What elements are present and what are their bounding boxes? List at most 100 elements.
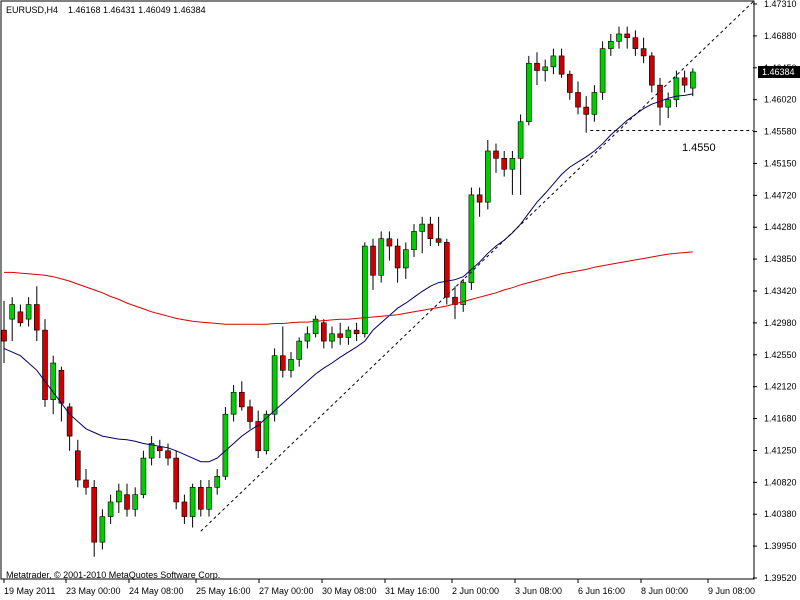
candle bbox=[509, 150, 516, 195]
candle bbox=[673, 70, 680, 108]
candle bbox=[206, 480, 212, 517]
candle bbox=[616, 26, 622, 49]
candle-body bbox=[468, 194, 475, 283]
price-tick-label: 1.42120 bbox=[764, 382, 797, 392]
candle bbox=[640, 37, 647, 64]
candle bbox=[599, 41, 606, 100]
candle-body bbox=[107, 501, 114, 517]
candle bbox=[583, 96, 590, 133]
price-tick-label: 1.43850 bbox=[764, 254, 797, 264]
candle bbox=[460, 278, 467, 312]
candle-body bbox=[345, 329, 352, 338]
time-tick-label: 23 May 00:00 bbox=[66, 586, 121, 596]
candle-body bbox=[452, 296, 458, 305]
candle bbox=[607, 33, 614, 56]
candle-body bbox=[583, 106, 590, 115]
candle-body bbox=[198, 487, 204, 510]
candle bbox=[25, 297, 32, 327]
candle bbox=[353, 322, 360, 342]
candle-body bbox=[9, 304, 15, 320]
candle bbox=[304, 326, 311, 349]
candle-body bbox=[230, 391, 237, 415]
candle-body bbox=[337, 333, 344, 338]
candle bbox=[411, 224, 417, 257]
candle-body bbox=[566, 73, 573, 93]
candle bbox=[378, 231, 385, 283]
candle bbox=[534, 52, 540, 86]
candle-body bbox=[312, 318, 319, 335]
candle-body bbox=[58, 370, 65, 404]
candle bbox=[198, 480, 204, 517]
candle-body bbox=[386, 238, 393, 247]
candle bbox=[566, 70, 573, 100]
candle bbox=[484, 140, 491, 210]
candle bbox=[320, 319, 327, 349]
candle bbox=[575, 81, 581, 115]
price-tick-label: 1.45150 bbox=[764, 158, 797, 168]
candle-body bbox=[665, 99, 672, 108]
candle bbox=[124, 483, 130, 517]
candle bbox=[9, 297, 15, 342]
candle bbox=[329, 326, 335, 349]
candle bbox=[83, 469, 89, 495]
candle bbox=[230, 384, 237, 422]
price-tick-label: 1.44720 bbox=[764, 190, 797, 200]
time-tick-label: 3 Jun 08:00 bbox=[515, 586, 562, 596]
current-price-box bbox=[758, 66, 800, 78]
candle bbox=[648, 52, 655, 93]
current-price-marker: 1.46384 bbox=[758, 66, 800, 78]
candle bbox=[681, 70, 688, 93]
candle-body bbox=[181, 501, 188, 517]
candle bbox=[493, 143, 499, 173]
time-axis: 19 May 2011 23 May 00:00 24 May 08:00 25 Ma… bbox=[3, 579, 755, 596]
price-tick-label: 1.46020 bbox=[764, 95, 797, 105]
price-tick-label: 1.42980 bbox=[764, 318, 797, 328]
candle-body bbox=[427, 223, 434, 240]
candle-body bbox=[632, 37, 639, 49]
uptrend-line bbox=[200, 0, 755, 532]
candle bbox=[452, 286, 458, 320]
candle bbox=[632, 30, 639, 56]
candle bbox=[402, 242, 409, 279]
price-tick-label: 1.47310 bbox=[764, 0, 797, 9]
fast-moving-average-line bbox=[3, 93, 693, 463]
candle-body bbox=[66, 406, 73, 437]
candle bbox=[157, 439, 163, 459]
candle-body bbox=[189, 487, 196, 517]
candle bbox=[255, 410, 261, 459]
candle-body bbox=[33, 304, 40, 331]
candle-body bbox=[247, 406, 253, 422]
price-tick-label: 1.46880 bbox=[764, 31, 797, 41]
candle-body bbox=[517, 121, 524, 159]
candle-body bbox=[116, 490, 122, 503]
candle bbox=[419, 216, 426, 254]
candle-body bbox=[304, 333, 311, 342]
candle-body bbox=[1, 329, 7, 342]
indicator-layer bbox=[3, 0, 755, 532]
candle bbox=[288, 352, 294, 378]
candle-body bbox=[91, 487, 97, 543]
candle-body bbox=[402, 249, 409, 269]
candle-body bbox=[75, 450, 81, 481]
candle-body bbox=[206, 487, 212, 510]
candles-layer bbox=[1, 26, 696, 557]
price-tick-label: 1.40380 bbox=[764, 509, 797, 519]
candle bbox=[337, 322, 344, 345]
candle-body bbox=[575, 92, 581, 108]
time-tick-label: 8 Jun 00:00 bbox=[641, 586, 688, 596]
candle bbox=[66, 403, 73, 451]
price-tick-label: 1.41680 bbox=[764, 414, 797, 424]
candle-body bbox=[132, 494, 138, 510]
candle-body bbox=[525, 62, 532, 123]
candle-body bbox=[157, 446, 163, 452]
candle bbox=[247, 399, 253, 429]
candle-body bbox=[296, 340, 303, 360]
candle bbox=[394, 238, 401, 283]
candle-body bbox=[689, 71, 696, 89]
candle bbox=[279, 326, 286, 378]
candle bbox=[140, 450, 147, 499]
candle bbox=[542, 59, 549, 82]
candle-body bbox=[99, 516, 106, 543]
candle bbox=[189, 483, 196, 528]
